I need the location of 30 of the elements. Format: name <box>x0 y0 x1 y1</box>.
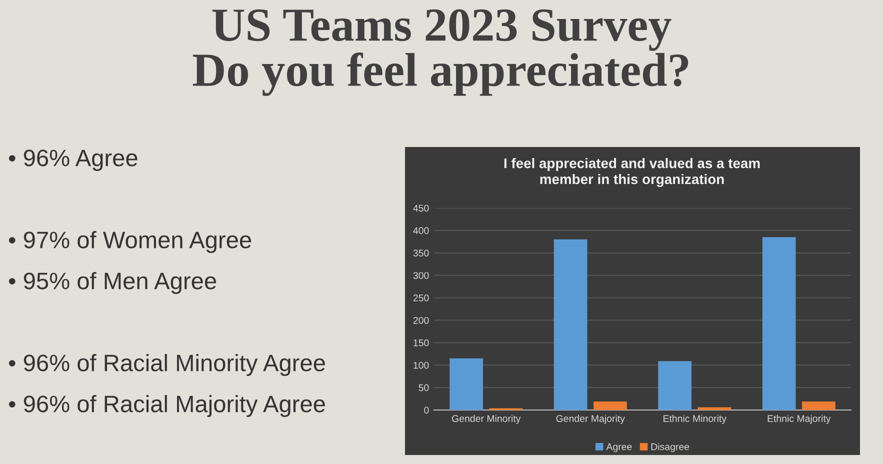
x-tick-label: Ethnic Majority <box>768 414 831 424</box>
y-tick-label: 400 <box>413 227 429 234</box>
bar <box>658 361 692 410</box>
bar <box>594 401 627 410</box>
y-tick-label: 200 <box>413 316 429 324</box>
bar <box>802 401 836 410</box>
y-tick-label: 450 <box>413 204 429 212</box>
x-tick-label: Gender Majority <box>556 414 625 424</box>
chart-title: US Teams 2023 Survey Do you feel appreciated? <box>192 9 688 96</box>
y-tick-label: 250 <box>413 294 429 302</box>
text: • 96% of Racial Minority Agree <box>8 354 325 376</box>
y-tick-label: 0 <box>424 406 429 414</box>
bar <box>450 358 483 410</box>
legend-label: Disagree <box>651 443 690 452</box>
y-tick-label: 300 <box>413 272 429 279</box>
y-tick-label: 150 <box>414 339 429 346</box>
text: • 96% Agree <box>8 150 138 172</box>
text: • 96% of Racial Majority Agree <box>8 394 325 418</box>
x-tick-label: Ethnic Minority <box>664 414 726 424</box>
y-tick-label: 100 <box>414 362 429 369</box>
bar <box>762 237 796 410</box>
bar <box>554 239 588 410</box>
text: • 95% of Men Agree <box>8 272 216 294</box>
text: • 97% of Women Agree <box>8 231 252 254</box>
chart-subtitle: I feel appreciated and valued as a team member in this organization <box>504 158 760 187</box>
x-tick-label: Gender Minority <box>452 414 521 424</box>
y-tick-label: 350 <box>413 250 429 257</box>
y-tick-label: 50 <box>418 384 429 392</box>
legend-label: Agree <box>606 443 632 452</box>
bar <box>698 407 732 410</box>
